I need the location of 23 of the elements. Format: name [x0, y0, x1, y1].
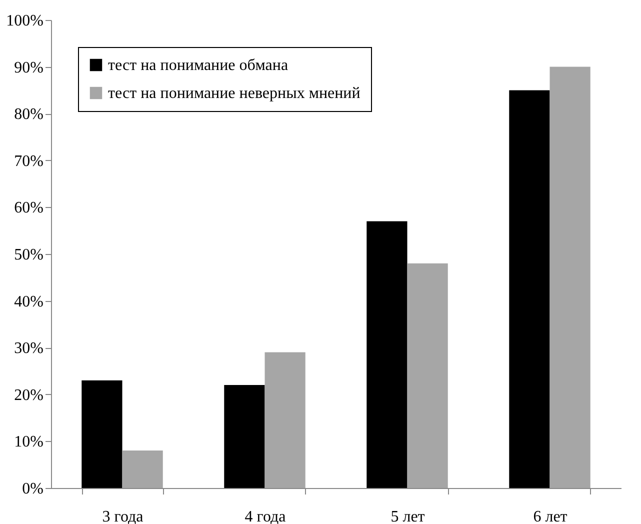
bar	[509, 90, 550, 488]
y-tick-label: 90%	[14, 59, 44, 76]
bar	[122, 450, 163, 488]
x-tick-label: 6 лет	[533, 508, 568, 524]
x-tick-label: 5 лет	[390, 508, 425, 524]
bar	[407, 263, 448, 488]
bar	[82, 380, 122, 488]
y-tick-label: 20%	[14, 386, 44, 404]
bar	[224, 385, 265, 488]
y-tick-label: 40%	[14, 293, 44, 310]
y-tick-label: 70%	[14, 152, 44, 170]
y-tick-label: 50%	[14, 246, 44, 264]
bar	[264, 352, 306, 488]
bar	[550, 66, 590, 488]
legend-label: тест на понимание обмана	[108, 57, 288, 74]
y-tick-label: 10%	[14, 434, 44, 451]
y-tick-label: 30%	[14, 340, 44, 358]
y-tick-label: 0%	[22, 480, 44, 498]
y-tick-label: 60%	[14, 200, 44, 217]
legend-label: тест на понимание неверных мнений	[108, 85, 361, 102]
y-tick-label: 80%	[14, 106, 44, 124]
y-tick-label: 100%	[6, 12, 44, 30]
bar	[366, 221, 408, 488]
